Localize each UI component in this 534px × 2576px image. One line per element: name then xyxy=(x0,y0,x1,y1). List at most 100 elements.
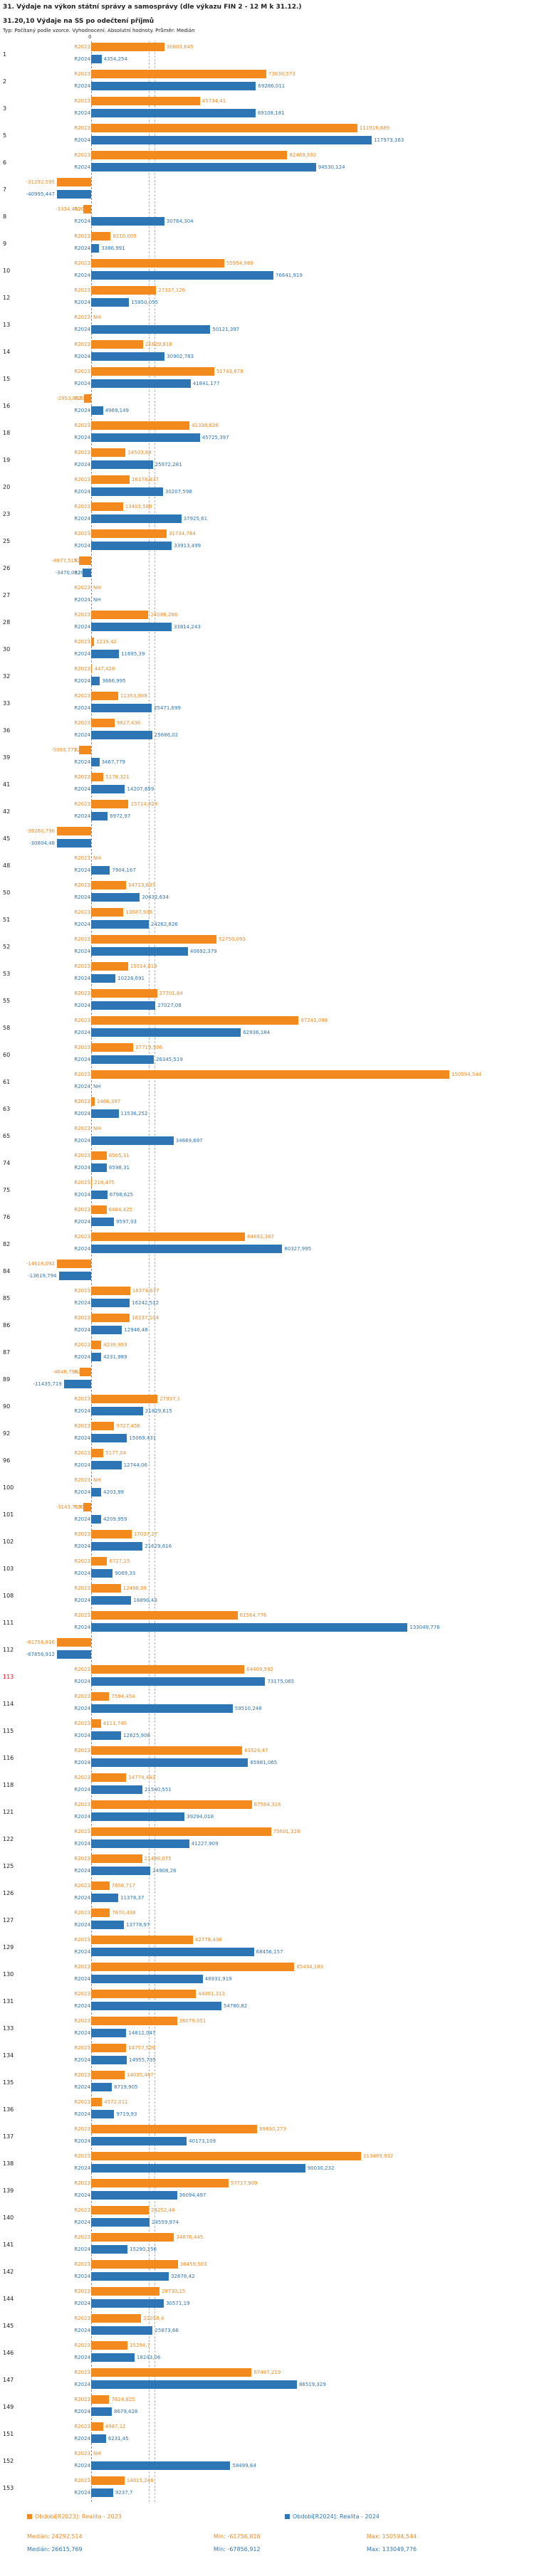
chart-row-group: 12 R2023 27337,126 R2024 15950,055 xyxy=(0,285,534,312)
bar-line-r2023: R2023 28730,15 xyxy=(0,2286,534,2298)
bar-line-r2023: R2023 44091,313 xyxy=(0,1988,534,2000)
bar-line-r2024: R2024-13619,794 xyxy=(0,1270,534,1282)
bar-value-r2024: 20432,634 xyxy=(142,894,169,900)
bar-value-r2023: 45734,41 xyxy=(201,98,226,104)
series-label-r2023: R2023 xyxy=(74,666,90,672)
bar-value-r2023: 21498,075 xyxy=(144,1856,172,1862)
series-label-r2024: R2024 xyxy=(74,381,90,386)
bar-value-r2024: 24559,974 xyxy=(152,2219,179,2225)
bar-line-r2024: R2024 6798,625 xyxy=(0,1189,534,1201)
chart-row-group: 8 R2023 -3334,452 R2024 30764,304 xyxy=(0,204,534,231)
bar-value-r2024: 21629,816 xyxy=(145,1543,172,1549)
bar-line-r2024: R2024 20432,634 xyxy=(0,892,534,904)
bar-value-r2023: 36079,051 xyxy=(179,2018,206,2024)
bar-line-r2024: R2024 36094,497 xyxy=(0,2190,534,2202)
series-label-r2024: R2024 xyxy=(74,2084,90,2090)
bar-line-r2023: R2023 111916,689 xyxy=(0,122,534,134)
bar-r2024 xyxy=(91,2326,153,2335)
bar-line-r2024: R2024 21629,816 xyxy=(0,1541,534,1553)
bar-value-r2024: 40173,109 xyxy=(189,2138,216,2144)
bar-value-r2024: 14207,659 xyxy=(127,786,155,792)
series-label-r2023: R2023 xyxy=(74,1910,90,1916)
bar-line-r2024: R2024 133049,776 xyxy=(0,1622,534,1634)
bar-r2023 xyxy=(91,1990,197,1998)
row-number: 65 xyxy=(3,1133,11,1139)
bar-value-r2023: NH xyxy=(93,1126,101,1131)
chart-row-group: 65 R2023 NH R2024 34669,697 xyxy=(0,1123,534,1150)
series-label-r2023: R2023 xyxy=(74,1612,90,1618)
bar-value-r2023: NH xyxy=(93,585,101,591)
bar-r2023 xyxy=(91,773,104,781)
series-label-r2023: R2023 xyxy=(74,1126,90,1131)
chart-row-group: 52 R2023 52750,093 R2024 40692,379 xyxy=(0,934,534,961)
bar-line-r2023: R2023 52750,093 xyxy=(0,934,534,946)
bar-line-r2023: R2023 42778,436 xyxy=(0,1934,534,1946)
row-number: 86 xyxy=(3,1322,11,1329)
bar-value-r2023: -14618,092 xyxy=(26,1261,55,1267)
bar-line-r2023: R2023 87241,098 xyxy=(0,1015,534,1027)
row-number: 134 xyxy=(3,2052,14,2059)
series-label-r2023: R2023 xyxy=(74,1477,90,1483)
bar-r2024 xyxy=(91,2191,177,2200)
bar-r2023 xyxy=(91,124,357,132)
bar-line-r2023: R2023 17037,27 xyxy=(0,1529,534,1541)
bar-value-r2023: -39260,796 xyxy=(26,828,55,834)
series-label-r2024: R2024 xyxy=(74,1895,90,1901)
series-label-r2024: R2024 xyxy=(74,949,90,954)
chart-row-group: 50 R2023 14713,637 R2024 20432,634 xyxy=(0,880,534,907)
bar-r2023 xyxy=(91,1449,104,1457)
row-number: 48 xyxy=(3,862,11,869)
bar-r2024 xyxy=(91,136,372,144)
series-label-r2023: R2023 xyxy=(74,2018,90,2024)
series-label-r2024: R2024 xyxy=(74,2030,90,2036)
series-label-r2023: R2023 xyxy=(74,936,90,942)
bar-value-r2023: 218,475 xyxy=(94,1180,115,1186)
bar-line-r2023: R2023 16237,104 xyxy=(0,1312,534,1324)
bar-line-r2024: R2024 11536,252 xyxy=(0,1108,534,1120)
bar-value-r2024: 94530,124 xyxy=(318,164,345,170)
chart-row-group: 138 R2023 113489,932 R2024 90030,232 xyxy=(0,2150,534,2178)
indicator-subtitle: 31.20,10 Výdaje na SS po odečtení příjmů xyxy=(3,18,155,25)
bar-line-r2023: R2023 27937,1 xyxy=(0,1393,534,1405)
bar-value-r2023: 14015,246 xyxy=(126,2478,154,2483)
series-label-r2024: R2024 xyxy=(74,1030,90,1035)
bar-r2023 xyxy=(83,1503,91,1511)
chart-row-group: 85 R2023 16374,677 R2024 16242,512 xyxy=(0,1285,534,1312)
bar-value-r2024: 32676,42 xyxy=(171,2274,195,2279)
series-label-r2023: R2023 xyxy=(74,1964,90,1970)
row-number: 100 xyxy=(3,1484,14,1491)
bar-line-r2023: R2023 64409,592 xyxy=(0,1664,534,1676)
series-label-r2023: R2023 xyxy=(74,342,90,347)
series-label-r2024: R2024 xyxy=(74,300,90,305)
bar-line-r2024: R2024 15290,156 xyxy=(0,2244,534,2256)
chart-row-group: 27 R2023 NH R2024 NH xyxy=(0,582,534,609)
chart-row-group: 139 R2023 57717,909 R2024 36094,497 xyxy=(0,2178,534,2205)
row-number: 114 xyxy=(3,1701,14,1707)
bar-line-r2024: R2024 9597,03 xyxy=(0,1216,534,1228)
bar-value-r2024: 86519,329 xyxy=(298,2382,326,2387)
row-number: 136 xyxy=(3,2106,14,2113)
chart-row-group: 82 R2023 64692,387 R2024 80327,995 xyxy=(0,1231,534,1258)
bar-value-r2023: 16374,677 xyxy=(132,1288,159,1294)
bar-value-r2024: 9597,03 xyxy=(116,1219,137,1225)
series-label-r2023: R2023 xyxy=(74,71,90,77)
bar-r2024 xyxy=(91,1948,254,1956)
bar-r2024 xyxy=(57,839,91,848)
bar-line-r2024: R2024 21829,615 xyxy=(0,1405,534,1418)
bar-r2024 xyxy=(91,325,211,334)
bar-value-r2023: 27337,126 xyxy=(158,287,186,293)
bar-value-r2024: -67856,912 xyxy=(26,1652,55,1657)
bar-r2024 xyxy=(91,1191,108,1199)
bar-value-r2024: 68456,157 xyxy=(256,1949,283,1955)
bar-r2023 xyxy=(91,1043,134,1052)
bar-line-r2024: R2024 NH xyxy=(0,594,534,606)
bar-line-r2023: R2023 1219,42 xyxy=(0,636,534,648)
bar-line-r2023: R2023 6505,31 xyxy=(0,1150,534,1162)
series-label-r2023: R2023 xyxy=(74,477,90,482)
chart-row-group: 113 R2023 64409,592 R2024 73175,065 xyxy=(0,1664,534,1691)
row-number: 19 xyxy=(3,457,11,463)
series-label-r2023: R2023 xyxy=(74,1234,90,1240)
bar-r2023 xyxy=(91,2071,125,2079)
bar-value-r2023: 6727,15 xyxy=(109,1558,130,1564)
